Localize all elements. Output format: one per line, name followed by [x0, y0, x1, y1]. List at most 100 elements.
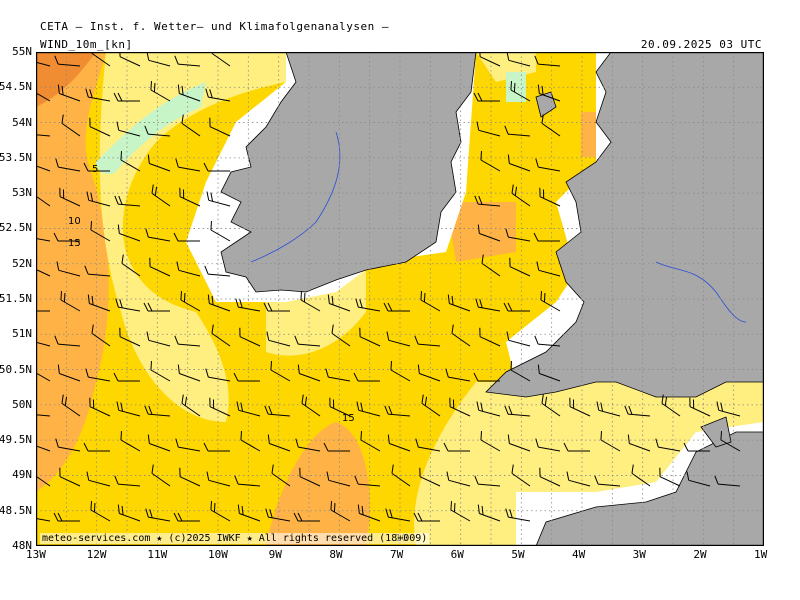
- wind-barb: [36, 339, 51, 347]
- wind-barb: [323, 442, 350, 452]
- wind-barb: [210, 221, 231, 242]
- wind-barb: [61, 114, 81, 137]
- wind-barb: [473, 92, 500, 102]
- lat-axis-label: 48N: [12, 539, 32, 552]
- wind-barb: [420, 291, 441, 312]
- wind-barb: [83, 442, 110, 452]
- wind-barb: [205, 88, 231, 102]
- wind-barb: [36, 59, 51, 67]
- wind-barb: [147, 434, 171, 452]
- wind-barb: [476, 401, 501, 417]
- lon-axis-label: 11W: [147, 548, 168, 561]
- lat-axis-label: 53N: [12, 186, 32, 200]
- wind-barb: [59, 467, 81, 487]
- wind-barb: [353, 372, 380, 382]
- contour-label: 10: [68, 216, 81, 227]
- river-shannon: [250, 131, 341, 263]
- wind-barb: [331, 324, 351, 347]
- great-britain-land: [485, 52, 764, 398]
- wind-barb: [173, 512, 200, 522]
- wind-barb: [325, 368, 351, 382]
- wind-barb: [473, 372, 500, 382]
- wind-barb: [541, 114, 561, 137]
- wind-barb: [507, 154, 531, 172]
- lat-axis-label: 52.5N: [0, 221, 32, 235]
- wind-barb: [300, 291, 321, 312]
- lat-axis-label: 49N: [12, 468, 32, 482]
- wind-barb: [115, 298, 141, 312]
- wind-barb: [385, 508, 411, 522]
- wind-barb: [387, 434, 411, 452]
- wind-barb: [86, 191, 111, 207]
- lat-axis-label: 48.5N: [0, 503, 32, 517]
- wind-barb: [267, 434, 291, 452]
- wind-barb: [327, 294, 351, 312]
- lon-axis-label: 6W: [450, 548, 464, 561]
- wind-barb: [569, 397, 591, 417]
- wind-barb: [295, 438, 321, 452]
- wind-barb: [263, 302, 290, 312]
- wind-barb: [57, 84, 81, 102]
- wind-barb: [509, 257, 531, 277]
- wind-barb: [36, 163, 51, 172]
- wind-zone-strong-west: [36, 52, 109, 492]
- wind-barb: [443, 442, 470, 452]
- wind-barb: [563, 442, 590, 452]
- wind-barb: [233, 372, 260, 382]
- lat-axis-label: 51.5N: [0, 292, 32, 305]
- lat-axis-label: 50N: [12, 397, 32, 411]
- wind-barb: [624, 405, 651, 417]
- wind-barb: [119, 327, 141, 347]
- wind-barb: [480, 151, 501, 172]
- wind-barb: [384, 405, 411, 417]
- wind-barb: [114, 475, 141, 487]
- wind-barb: [294, 335, 321, 347]
- wind-barb: [240, 431, 261, 452]
- wind-barb: [686, 471, 711, 487]
- wind-barb: [209, 397, 231, 417]
- wind-barb: [180, 291, 201, 312]
- wind-barb: [594, 475, 621, 487]
- wind-barb: [179, 467, 201, 487]
- wind-barb: [266, 331, 291, 347]
- wind-barb: [53, 232, 80, 242]
- wind-barb: [54, 55, 81, 67]
- wind-barb: [536, 261, 561, 277]
- wind-barb: [297, 364, 321, 382]
- wind-barb: [270, 361, 291, 382]
- wind-barb: [85, 88, 111, 102]
- wind-barb: [181, 114, 201, 137]
- wind-barb: [539, 187, 561, 207]
- wind-barb: [293, 512, 320, 522]
- wind-barb: [150, 361, 171, 382]
- wind-barb: [120, 151, 141, 172]
- wind-barb: [143, 302, 170, 312]
- wind-barb: [476, 121, 501, 137]
- lon-axis-label: 8W: [329, 548, 343, 561]
- wind-barb: [716, 401, 741, 417]
- wind-barb: [299, 467, 321, 487]
- wind-barb: [204, 265, 231, 277]
- wind-barb: [326, 471, 351, 487]
- wind-barb: [57, 364, 81, 382]
- lat-axis-label: 51N: [12, 327, 32, 341]
- wind-barb: [236, 401, 261, 417]
- wind-barb: [357, 504, 381, 522]
- ireland-land: [220, 52, 477, 293]
- wind-barb: [414, 335, 441, 347]
- wind-barb: [117, 224, 141, 242]
- wind-barb: [235, 298, 261, 312]
- wind-barb: [355, 298, 381, 312]
- wind-barb: [151, 184, 171, 207]
- lat-axis-label: 53.5N: [0, 150, 32, 164]
- wind-barb: [149, 257, 171, 277]
- wind-barb: [415, 438, 441, 452]
- contour-label: 15: [68, 238, 81, 249]
- wind-barb: [383, 302, 410, 312]
- wind-barb: [176, 261, 201, 277]
- wind-barb: [145, 508, 171, 522]
- wind-barb: [117, 504, 141, 522]
- wind-barb: [504, 125, 531, 137]
- wind-barb: [91, 324, 111, 347]
- wind-barb: [91, 52, 111, 67]
